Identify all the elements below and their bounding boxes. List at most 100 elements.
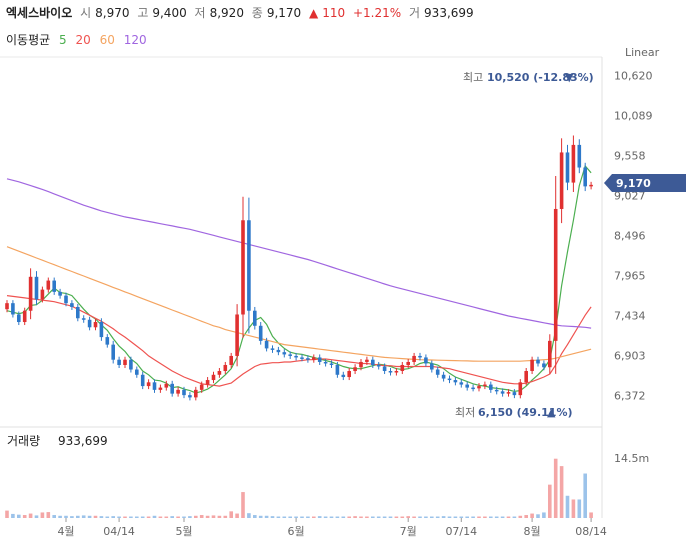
candle-body xyxy=(199,384,204,390)
volume-bar xyxy=(371,516,375,518)
ma-legend-60[interactable]: 60 xyxy=(99,33,115,47)
volume-bar xyxy=(300,516,304,518)
volume-bar xyxy=(117,516,121,518)
volume-bar xyxy=(341,516,346,518)
volume-bar xyxy=(306,516,310,518)
volume-bar xyxy=(483,516,487,518)
volume-bar xyxy=(17,514,21,518)
high-value: 9,400 xyxy=(152,6,187,20)
high-marker-icon: ▼ xyxy=(565,71,574,84)
candle-body xyxy=(424,357,428,364)
candle-body xyxy=(353,367,357,372)
volume-bar xyxy=(87,515,92,518)
candle-body xyxy=(536,359,540,364)
volume-bar xyxy=(205,515,210,518)
volume-bar xyxy=(223,515,228,518)
x-tick-label: 5월 xyxy=(175,525,192,538)
candle-body xyxy=(11,303,15,315)
candle-body xyxy=(483,384,487,387)
y-tick-label: 7,434 xyxy=(614,310,646,323)
candle-body xyxy=(288,354,292,356)
volume-bar xyxy=(376,516,381,518)
candle-body xyxy=(205,380,210,385)
high-tag-value: 10,520 (-12.83%) xyxy=(487,71,594,84)
candle-body xyxy=(123,359,127,365)
ma-60-line xyxy=(6,246,592,362)
volume-bar xyxy=(152,515,157,518)
ma-legend-5[interactable]: 5 xyxy=(59,33,67,47)
candles xyxy=(5,135,593,401)
volume-bar xyxy=(46,512,51,518)
volume-panel-label: 거래량 xyxy=(7,434,40,448)
candle-body xyxy=(430,363,434,370)
stock-name: 엑세스바이오 xyxy=(6,6,73,20)
candle-body xyxy=(235,314,239,356)
ma-legend-120[interactable]: 120 xyxy=(123,33,147,47)
candle-body xyxy=(542,363,546,368)
change-up-icon: ▲ xyxy=(309,6,319,20)
volume-bar xyxy=(34,515,39,518)
volume-bar xyxy=(430,516,434,518)
volume-bar xyxy=(565,495,570,518)
volume-bar xyxy=(571,499,576,518)
candle-body xyxy=(99,322,104,338)
candle-body xyxy=(329,363,334,365)
candle-body xyxy=(105,337,110,345)
candle-body xyxy=(34,276,39,300)
volume-label: 거 xyxy=(409,6,421,20)
volume-bar xyxy=(583,473,587,518)
candle-body xyxy=(52,280,56,292)
volume-bar xyxy=(359,516,363,518)
ma-legend-20[interactable]: 20 xyxy=(75,33,91,47)
volume-bar xyxy=(435,516,440,518)
candle-body xyxy=(87,319,92,328)
volume-bar xyxy=(589,512,593,518)
volume-bars xyxy=(5,458,593,518)
y-tick-label: 6,372 xyxy=(614,390,646,403)
candle-body xyxy=(188,395,192,398)
volume-bar xyxy=(70,516,74,518)
candle-body xyxy=(571,144,576,183)
volume-bar xyxy=(559,466,564,518)
volume-axis-label: 14.5m xyxy=(614,452,649,465)
candle-body xyxy=(447,378,452,381)
volume-bar xyxy=(441,516,446,518)
volume-bar xyxy=(542,512,546,518)
moving-average-legend[interactable]: 이동평균 5 20 60 120 xyxy=(6,31,152,48)
candle-body xyxy=(111,344,115,360)
volume-bar xyxy=(99,516,104,518)
volume-bar xyxy=(11,513,15,518)
candle-body xyxy=(253,310,257,326)
candle-body xyxy=(341,374,346,378)
candle-body xyxy=(418,355,422,358)
candle-body xyxy=(388,371,393,373)
candle-body xyxy=(217,371,222,375)
volume-bar xyxy=(400,516,405,518)
volume-bar xyxy=(382,516,387,518)
volume-bar xyxy=(418,516,422,518)
volume-bar xyxy=(548,484,552,518)
volume-bar xyxy=(471,516,475,518)
x-axis: 4월 04/14 5월 6월 7월 07/14 8월 08/14 xyxy=(57,518,607,538)
candle-body xyxy=(229,355,233,365)
candle-body xyxy=(477,386,481,389)
candle-body xyxy=(282,352,287,355)
open-value: 8,970 xyxy=(95,6,130,20)
candle-body xyxy=(471,387,475,390)
volume-bar xyxy=(312,516,316,518)
candle-body xyxy=(247,220,251,311)
scale-mode-label[interactable]: Linear xyxy=(625,46,660,59)
close-label: 종 xyxy=(251,6,263,20)
volume-bar xyxy=(170,516,174,518)
volume-bar xyxy=(465,516,469,518)
volume-bar xyxy=(52,515,56,518)
candle-body xyxy=(64,295,68,304)
volume-panel-value: 933,699 xyxy=(58,434,108,448)
low-value: 8,920 xyxy=(209,6,244,20)
volume-bar xyxy=(93,515,98,518)
candle-body xyxy=(465,384,469,388)
y-tick-label: 8,496 xyxy=(614,230,646,243)
candle-body xyxy=(400,364,405,372)
volume-bar xyxy=(329,516,334,518)
